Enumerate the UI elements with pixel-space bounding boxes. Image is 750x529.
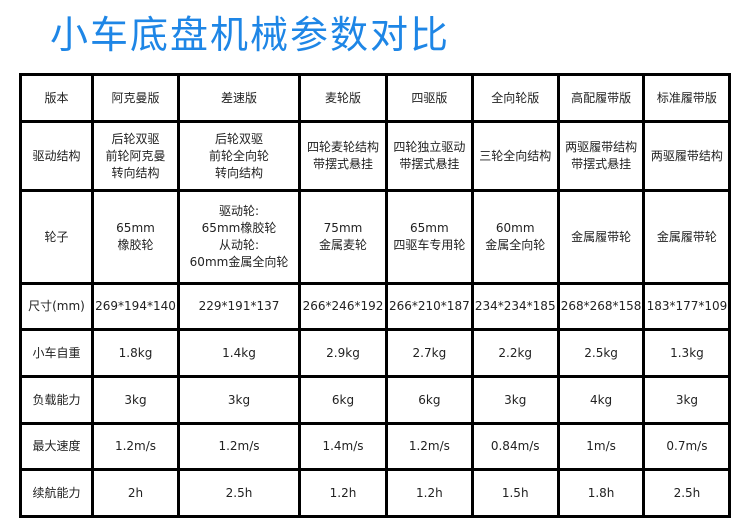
table-cell: 3kg [177, 375, 301, 425]
table-cell: 四轮麦轮结构 带摆式悬挂 [298, 120, 388, 192]
table-cell: 1m/s [556, 422, 646, 471]
table-row: 负载能力 3kg 3kg 6kg 6kg 3kg 4kg 3kg [19, 375, 732, 425]
table-cell: 金属履带轮 [642, 189, 732, 285]
table-cell: 2.9kg [298, 328, 388, 378]
table-cell: 1.2h [298, 468, 388, 518]
table-cell: 60mm 金属全向轮 [470, 189, 560, 285]
table-cell: 75mm 金属麦轮 [298, 189, 388, 285]
page-title: 小车底盘机械参数对比 [50, 13, 451, 57]
table-row: 最大速度 1.2m/s 1.2m/s 1.4m/s 1.2m/s 0.84m/s 1m/s 0… [19, 422, 732, 471]
table-cell: 6kg [385, 375, 474, 425]
table-row: 尺寸(mm) 269*194*140 229*191*137 266*246*192 2… [19, 282, 732, 331]
table-row: 小车自重 1.8kg 1.4kg 2.9kg 2.7kg 2.2kg 2.5kg 1.3kg [19, 328, 732, 378]
spec-table: 版本 阿克曼版 差速版 麦轮版 四驱版 全向轮版 高配履带版 标准履带版 驱动结构 后轮双驱 前轮… [19, 73, 732, 518]
row-label: 轮子 [19, 189, 94, 285]
table-cell: 0.7m/s [642, 422, 732, 471]
table-cell: 234*234*185 [470, 282, 560, 331]
header-cell: 四驱版 [385, 73, 474, 123]
table-cell: 3kg [91, 375, 180, 425]
table-cell: 65mm 四驱车专用轮 [385, 189, 474, 285]
header-cell: 标准履带版 [642, 73, 732, 123]
table-cell: 4kg [556, 375, 646, 425]
table-cell: 1.2m/s [91, 422, 180, 471]
row-label: 续航能力 [19, 468, 94, 518]
table-cell: 2.2kg [470, 328, 560, 378]
table-cell: 后轮双驱 前轮阿克曼 转向结构 [91, 120, 180, 192]
table-row: 续航能力 2h 2.5h 1.2h 1.2h 1.5h 1.8h 2.5h [19, 468, 732, 518]
table-cell: 266*246*192 [298, 282, 388, 331]
table-cell: 2.5kg [556, 328, 646, 378]
table-cell: 三轮全向结构 [470, 120, 560, 192]
table-cell: 2h [91, 468, 180, 518]
row-label: 小车自重 [19, 328, 94, 378]
table-cell: 1.8kg [91, 328, 180, 378]
table-cell: 6kg [298, 375, 388, 425]
header-cell: 全向轮版 [470, 73, 560, 123]
table-cell: 229*191*137 [177, 282, 301, 331]
table-cell: 两驱履带结构 [642, 120, 732, 192]
table-cell: 268*268*158 [556, 282, 646, 331]
header-row: 版本 阿克曼版 差速版 麦轮版 四驱版 全向轮版 高配履带版 标准履带版 [19, 73, 732, 123]
table-cell: 1.2m/s [177, 422, 301, 471]
table-cell: 1.8h [556, 468, 646, 518]
header-cell: 高配履带版 [556, 73, 646, 123]
table-row: 轮子 65mm 橡胶轮 驱动轮: 65mm橡胶轮 从动轮: 60mm金属全向轮 75m… [19, 189, 732, 285]
table-cell: 1.4kg [177, 328, 301, 378]
table-cell: 2.5h [642, 468, 732, 518]
table-row: 驱动结构 后轮双驱 前轮阿克曼 转向结构 后轮双驱 前轮全向轮 转向结构 四轮麦轮结构… [19, 120, 732, 192]
table-cell: 金属履带轮 [556, 189, 646, 285]
header-cell: 阿克曼版 [91, 73, 180, 123]
table-cell: 65mm 橡胶轮 [91, 189, 180, 285]
row-label: 尺寸(mm) [19, 282, 94, 331]
table-cell: 3kg [642, 375, 732, 425]
table-cell: 1.2m/s [385, 422, 474, 471]
table-cell: 0.84m/s [470, 422, 560, 471]
row-label: 负载能力 [19, 375, 94, 425]
table-cell: 2.5h [177, 468, 301, 518]
header-cell: 版本 [19, 73, 94, 123]
table-cell: 266*210*187 [385, 282, 474, 331]
header-cell: 差速版 [177, 73, 301, 123]
table-cell: 269*194*140 [91, 282, 180, 331]
table-cell: 3kg [470, 375, 560, 425]
table-cell: 1.3kg [642, 328, 732, 378]
table-cell: 1.2h [385, 468, 474, 518]
table-cell: 四轮独立驱动 带摆式悬挂 [385, 120, 474, 192]
table-cell: 1.5h [470, 468, 560, 518]
table-cell: 1.4m/s [298, 422, 388, 471]
row-label: 最大速度 [19, 422, 94, 471]
table-cell: 2.7kg [385, 328, 474, 378]
table-cell: 驱动轮: 65mm橡胶轮 从动轮: 60mm金属全向轮 [177, 189, 301, 285]
table-cell: 后轮双驱 前轮全向轮 转向结构 [177, 120, 301, 192]
table-cell: 183*177*109 [642, 282, 732, 331]
row-label: 驱动结构 [19, 120, 94, 192]
table-cell: 两驱履带结构 带摆式悬挂 [556, 120, 646, 192]
header-cell: 麦轮版 [298, 73, 388, 123]
